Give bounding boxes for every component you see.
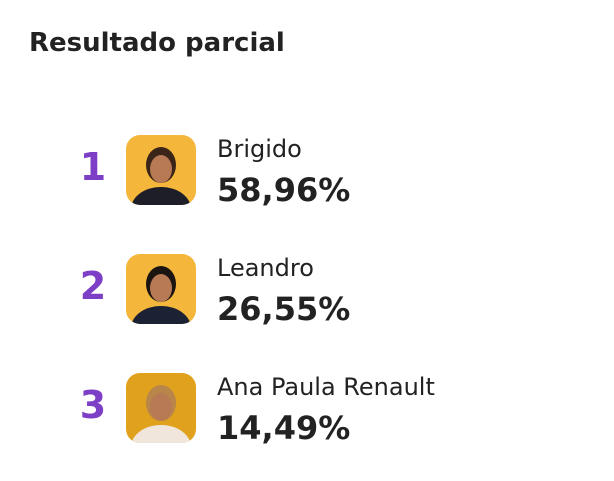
rank: 2 — [79, 264, 107, 308]
avatar — [126, 135, 196, 205]
result-row: 2 Leandro 26,55% — [0, 254, 614, 334]
avatar-image — [126, 254, 196, 324]
avatar — [126, 254, 196, 324]
result-row: 1 Brigido 58,96% — [0, 135, 614, 215]
result-row: 3 Ana Paula Renault 14,49% — [0, 373, 614, 453]
vote-percent: 26,55% — [217, 290, 351, 328]
title: Resultado parcial — [29, 28, 285, 58]
rank: 1 — [79, 145, 107, 189]
candidate-name: Ana Paula Renault — [217, 373, 435, 401]
avatar — [126, 373, 196, 443]
vote-percent: 58,96% — [217, 171, 351, 209]
avatar-image — [126, 373, 196, 443]
avatar-image — [126, 135, 196, 205]
candidate-name: Brigido — [217, 135, 302, 163]
candidate-name: Leandro — [217, 254, 314, 282]
rank: 3 — [79, 383, 107, 427]
vote-percent: 14,49% — [217, 409, 351, 447]
